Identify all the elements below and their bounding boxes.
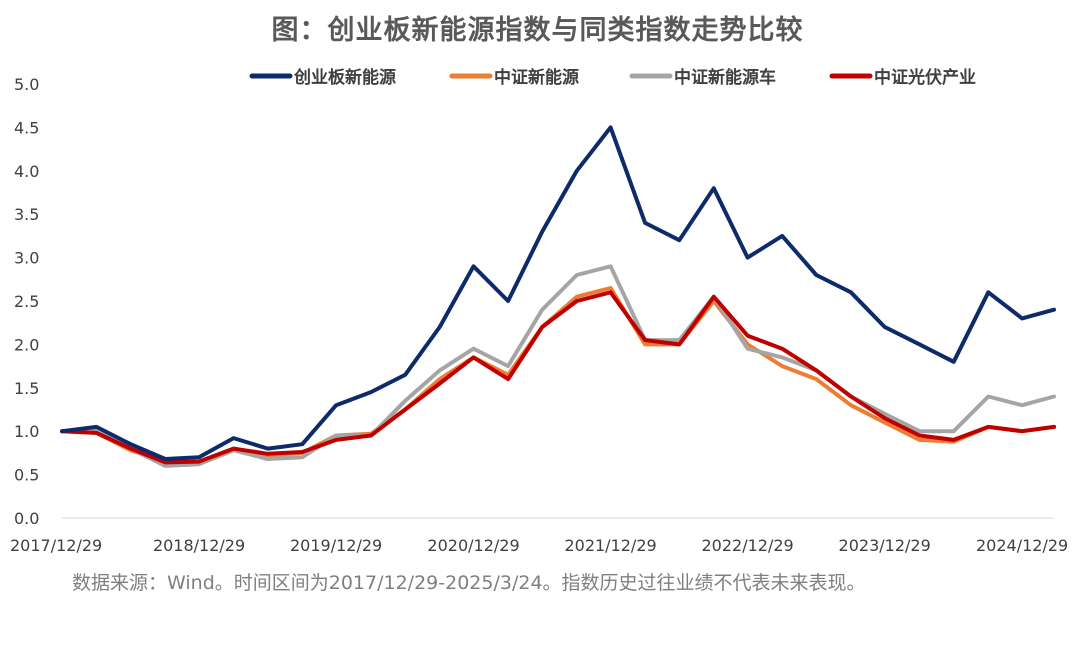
legend-label: 中证新能源 bbox=[494, 67, 579, 88]
x-tick-label: 2019/12/29 bbox=[290, 536, 382, 555]
legend-label: 中证光伏产业 bbox=[874, 67, 976, 88]
y-tick-label: 1.0 bbox=[14, 422, 39, 441]
series-line bbox=[60, 290, 1056, 465]
y-axis: 0.0 0.5 1.0 1.5 2.0 2.5 3.0 3.5 4.0 4.5 5.0 bbox=[14, 75, 39, 528]
x-tick-label: 2020/12/29 bbox=[427, 536, 519, 555]
legend: 创业板新能源 中证新能源 中证新能源车 中证光伏产业 bbox=[249, 67, 976, 88]
source-footnote: 数据来源：Wind。时间区间为2017/12/29-2025/3/24。指数历史… bbox=[72, 572, 866, 594]
y-tick-label: 4.0 bbox=[14, 162, 39, 181]
y-tick-label: 4.5 bbox=[14, 118, 39, 137]
y-tick-label: 1.5 bbox=[14, 379, 39, 398]
series-line bbox=[60, 125, 1056, 461]
y-tick-label: 3.0 bbox=[14, 249, 39, 268]
x-axis: 2017/12/29 2018/12/29 2019/12/29 2020/12/29… bbox=[10, 517, 1068, 555]
y-tick-label: 0.0 bbox=[14, 509, 39, 528]
x-tick-label: 2024/12/29 bbox=[976, 536, 1068, 555]
x-tick-label: 2017/12/29 bbox=[10, 536, 102, 555]
series-line bbox=[60, 264, 1056, 468]
legend-label: 创业板新能源 bbox=[293, 67, 396, 88]
legend-label: 中证新能源车 bbox=[674, 67, 776, 88]
plot-area bbox=[60, 125, 1056, 468]
y-tick-label: 2.5 bbox=[14, 292, 39, 311]
y-tick-label: 3.5 bbox=[14, 205, 39, 224]
y-tick-label: 2.0 bbox=[14, 335, 39, 354]
x-tick-label: 2018/12/29 bbox=[153, 536, 245, 555]
x-tick-label: 2022/12/29 bbox=[702, 536, 794, 555]
y-tick-label: 0.5 bbox=[14, 466, 39, 485]
y-tick-label: 5.0 bbox=[14, 75, 39, 94]
chart-title: 图：创业板新能源指数与同类指数走势比较 bbox=[271, 15, 804, 46]
x-tick-label: 2023/12/29 bbox=[839, 536, 931, 555]
x-tick-label: 2021/12/29 bbox=[564, 536, 656, 555]
